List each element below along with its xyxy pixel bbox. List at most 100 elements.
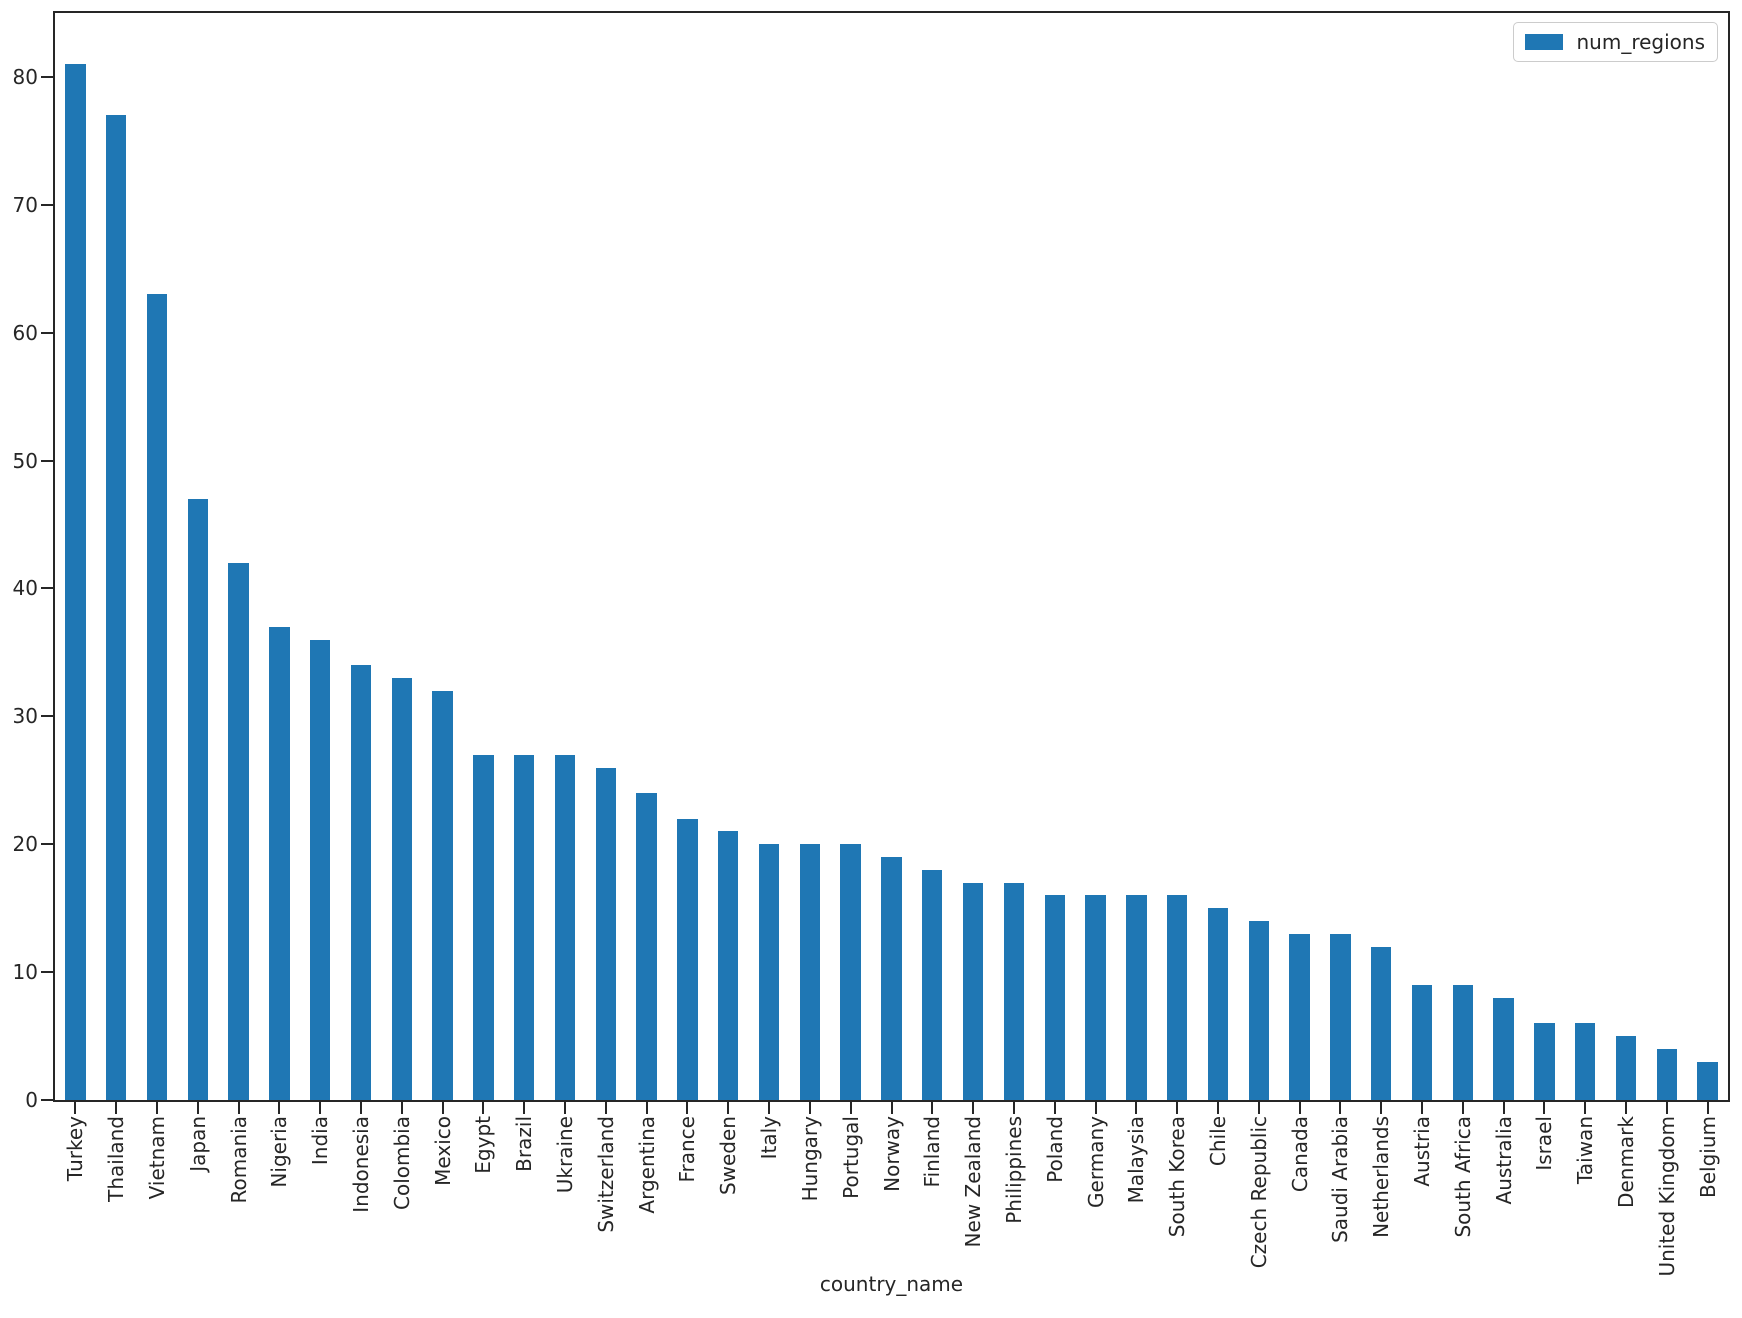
x-tick-label-nigeria: Nigeria — [267, 1116, 292, 1188]
x-tick-portugal — [849, 1102, 852, 1114]
x-tick-label-new-zealand: New Zealand — [961, 1116, 986, 1248]
y-tick-40 — [41, 587, 53, 590]
x-tick-norway — [890, 1102, 893, 1114]
y-tick-20 — [41, 843, 53, 846]
x-tick-label-norway: Norway — [879, 1116, 904, 1192]
bar-poland — [1044, 895, 1065, 1100]
y-tick-60 — [41, 331, 53, 334]
x-tick-france — [686, 1102, 689, 1114]
bar-thailand — [106, 115, 127, 1100]
x-tick-label-sweden: Sweden — [716, 1116, 741, 1196]
bar-france — [677, 818, 698, 1100]
bar-japan — [187, 498, 208, 1100]
x-tick-saudi-arabia — [1339, 1102, 1342, 1114]
bar-brazil — [514, 754, 535, 1100]
bar-saudi-arabia — [1330, 933, 1351, 1100]
bar-india — [310, 639, 331, 1100]
y-tick-label-40: 40 — [12, 576, 38, 601]
y-tick-label-70: 70 — [12, 192, 38, 217]
x-tick-ukraine — [564, 1102, 567, 1114]
x-tick-germany — [1094, 1102, 1097, 1114]
x-tick-india — [319, 1102, 322, 1114]
y-tick-70 — [41, 203, 53, 206]
x-tick-label-turkey: Turkey — [63, 1116, 88, 1182]
bar-australia — [1493, 997, 1514, 1100]
legend-swatch — [1525, 34, 1564, 50]
bar-belgium — [1697, 1061, 1718, 1100]
x-tick-czech-republic — [1257, 1102, 1260, 1114]
bar-turkey — [65, 64, 86, 1100]
x-tick-finland — [931, 1102, 934, 1114]
bar-vietnam — [146, 294, 168, 1100]
x-tick-label-japan: Japan — [185, 1116, 210, 1172]
bar-sweden — [718, 831, 739, 1100]
x-tick-united-kingdom — [1665, 1102, 1668, 1114]
x-tick-label-malaysia: Malaysia — [1124, 1116, 1149, 1204]
bar-philippines — [1003, 882, 1025, 1100]
legend: num_regions — [1513, 22, 1718, 62]
x-tick-colombia — [400, 1102, 403, 1114]
x-tick-philippines — [1012, 1102, 1015, 1114]
bar-austria — [1411, 984, 1433, 1100]
x-tick-belgium — [1706, 1102, 1709, 1114]
x-tick-new-zealand — [972, 1102, 975, 1114]
x-tick-austria — [1420, 1102, 1423, 1114]
y-tick-30 — [41, 715, 53, 718]
y-tick-label-10: 10 — [12, 960, 38, 985]
bar-denmark — [1615, 1036, 1637, 1100]
bar-taiwan — [1574, 1023, 1596, 1100]
y-tick-label-60: 60 — [12, 320, 38, 345]
x-tick-south-korea — [1176, 1102, 1179, 1114]
x-tick-label-italy: Italy — [757, 1116, 782, 1160]
x-tick-switzerland — [604, 1102, 607, 1114]
x-tick-vietnam — [156, 1102, 158, 1114]
x-tick-poland — [1053, 1102, 1056, 1114]
x-tick-label-saudi-arabia: Saudi Arabia — [1328, 1116, 1353, 1243]
x-tick-denmark — [1624, 1102, 1627, 1114]
x-tick-label-portugal: Portugal — [838, 1116, 863, 1199]
bar-romania — [228, 562, 249, 1100]
x-tick-label-israel: Israel — [1532, 1116, 1557, 1171]
bar-egypt — [473, 754, 494, 1100]
x-tick-label-france: France — [675, 1116, 700, 1183]
y-tick-label-50: 50 — [12, 448, 38, 473]
x-tick-label-switzerland: Switzerland — [593, 1116, 618, 1233]
x-tick-label-colombia: Colombia — [389, 1116, 414, 1210]
x-tick-label-mexico: Mexico — [430, 1116, 455, 1186]
x-tick-label-argentina: Argentina — [634, 1116, 659, 1214]
y-tick-80 — [41, 75, 53, 78]
x-tick-label-vietnam: Vietnam — [145, 1116, 169, 1200]
x-tick-turkey — [74, 1102, 77, 1114]
x-tick-label-netherlands: Netherlands — [1369, 1116, 1394, 1238]
x-tick-label-belgium: Belgium — [1695, 1116, 1720, 1198]
y-tick-10 — [41, 971, 53, 974]
x-tick-indonesia — [360, 1102, 363, 1114]
bar-israel — [1534, 1023, 1555, 1100]
x-tick-egypt — [482, 1102, 485, 1114]
x-tick-label-czech-republic: Czech Republic — [1246, 1116, 1271, 1269]
x-tick-label-austria: Austria — [1409, 1116, 1434, 1187]
x-tick-label-indonesia: Indonesia — [349, 1116, 374, 1213]
x-tick-sweden — [727, 1102, 730, 1114]
x-tick-label-australia: Australia — [1491, 1116, 1516, 1205]
bar-malaysia — [1126, 895, 1147, 1100]
y-tick-label-20: 20 — [12, 832, 38, 857]
x-tick-nigeria — [278, 1102, 281, 1114]
bar-nigeria — [269, 626, 290, 1100]
x-tick-romania — [237, 1102, 240, 1114]
x-tick-japan — [196, 1102, 199, 1114]
x-tick-label-chile: Chile — [1205, 1116, 1230, 1167]
bar-italy — [758, 844, 780, 1100]
y-tick-label-30: 30 — [12, 704, 38, 729]
bar-new-zealand — [962, 882, 984, 1100]
x-tick-argentina — [645, 1102, 648, 1114]
bar-indonesia — [350, 665, 372, 1100]
x-tick-malaysia — [1135, 1102, 1138, 1114]
bar-germany — [1085, 895, 1106, 1100]
bar-south-korea — [1166, 895, 1188, 1100]
x-tick-label-germany: Germany — [1083, 1116, 1108, 1208]
x-tick-hungary — [808, 1102, 811, 1114]
x-tick-mexico — [441, 1102, 444, 1114]
bar-ukraine — [554, 754, 576, 1100]
